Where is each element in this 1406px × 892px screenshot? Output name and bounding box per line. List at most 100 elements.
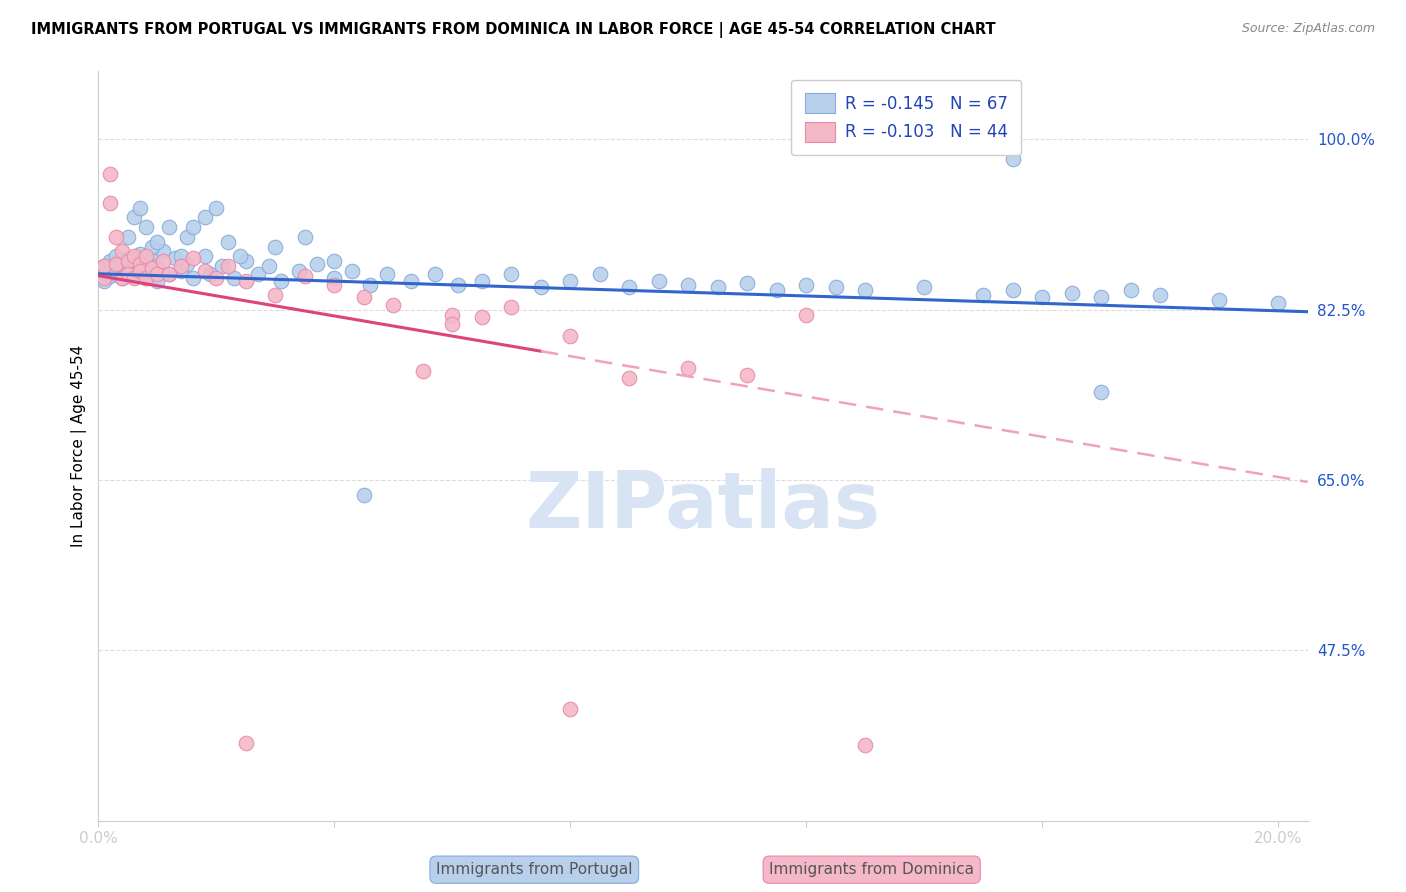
Point	[619, 371, 641, 385]
Point	[98, 268, 121, 283]
Point	[205, 201, 228, 215]
Point	[111, 244, 134, 259]
Text: Immigrants from Portugal: Immigrants from Portugal	[436, 863, 633, 877]
Point	[382, 298, 405, 312]
Point	[294, 268, 316, 283]
Point	[146, 274, 169, 288]
Point	[423, 267, 446, 281]
Point	[447, 278, 470, 293]
Point	[1208, 293, 1230, 307]
Point	[735, 368, 758, 382]
Point	[141, 253, 163, 268]
Point	[471, 310, 494, 324]
Point	[270, 274, 292, 288]
Point	[135, 270, 157, 285]
Point	[146, 235, 169, 249]
Point	[122, 268, 145, 283]
Point	[560, 274, 582, 288]
Point	[117, 229, 139, 244]
Point	[141, 260, 163, 275]
Point	[678, 361, 700, 376]
Point	[441, 308, 464, 322]
Point	[122, 254, 145, 268]
Point	[165, 251, 187, 265]
Text: IMMIGRANTS FROM PORTUGAL VS IMMIGRANTS FROM DOMINICA IN LABOR FORCE | AGE 45-54 : IMMIGRANTS FROM PORTUGAL VS IMMIGRANTS F…	[31, 22, 995, 38]
Point	[98, 195, 121, 210]
Point	[111, 257, 134, 271]
Point	[217, 235, 239, 249]
Point	[377, 267, 399, 281]
Point	[912, 280, 935, 294]
Point	[176, 229, 198, 244]
Point	[105, 249, 128, 263]
Text: ZIPatlas: ZIPatlas	[526, 468, 880, 544]
Legend: R = -0.145   N = 67, R = -0.103   N = 44: R = -0.145 N = 67, R = -0.103 N = 44	[792, 79, 1021, 155]
Point	[98, 167, 121, 181]
Point	[560, 329, 582, 343]
Point	[259, 259, 281, 273]
Point	[264, 288, 287, 302]
Point	[200, 267, 222, 281]
Point	[706, 280, 728, 294]
Point	[105, 257, 128, 271]
Point	[235, 254, 257, 268]
Point	[1090, 290, 1112, 304]
Point	[181, 251, 204, 265]
Point	[93, 259, 115, 273]
Point	[135, 249, 157, 263]
Point	[589, 267, 612, 281]
Point	[181, 270, 204, 285]
Point	[340, 264, 363, 278]
Point	[194, 249, 217, 263]
Point	[501, 267, 523, 281]
Point	[235, 736, 257, 750]
Point	[794, 308, 817, 322]
Point	[170, 264, 193, 278]
Text: Immigrants from Dominica: Immigrants from Dominica	[769, 863, 974, 877]
Point	[353, 290, 375, 304]
Point	[560, 702, 582, 716]
Point	[141, 265, 163, 279]
Point	[222, 270, 245, 285]
Point	[122, 249, 145, 263]
Point	[323, 278, 346, 293]
Point	[141, 239, 163, 253]
Point	[824, 280, 846, 294]
Point	[229, 249, 252, 263]
Point	[146, 259, 169, 273]
Point	[794, 278, 817, 293]
Point	[128, 257, 150, 271]
Point	[205, 270, 228, 285]
Point	[146, 267, 169, 281]
Point	[211, 259, 233, 273]
Point	[353, 488, 375, 502]
Point	[305, 257, 328, 271]
Point	[1090, 385, 1112, 400]
Point	[246, 267, 269, 281]
Point	[176, 257, 198, 271]
Y-axis label: In Labor Force | Age 45-54: In Labor Force | Age 45-54	[72, 345, 87, 547]
Point	[152, 254, 174, 268]
Point	[105, 229, 128, 244]
Point	[399, 274, 422, 288]
Point	[170, 259, 193, 273]
Point	[135, 259, 157, 273]
Point	[194, 264, 217, 278]
Point	[128, 201, 150, 215]
Point	[122, 270, 145, 285]
Point	[530, 280, 553, 294]
Point	[1267, 296, 1289, 310]
Point	[128, 247, 150, 261]
Point	[1031, 290, 1053, 304]
Point	[972, 288, 994, 302]
Point	[181, 220, 204, 235]
Point	[765, 283, 787, 297]
Point	[853, 283, 876, 297]
Point	[170, 249, 193, 263]
Point	[735, 277, 758, 291]
Point	[117, 254, 139, 268]
Point	[217, 259, 239, 273]
Point	[135, 220, 157, 235]
Point	[152, 244, 174, 259]
Point	[117, 264, 139, 278]
